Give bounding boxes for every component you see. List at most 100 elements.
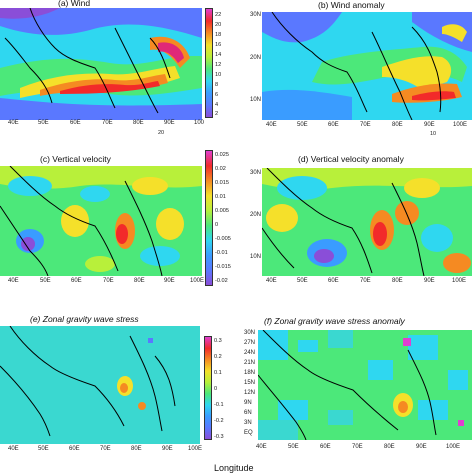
lon-label: 100E — [453, 122, 468, 128]
lon-label: 50E — [297, 278, 308, 284]
colorbar-label: -0.2 — [214, 418, 224, 424]
colorbar-label: -0.3 — [214, 434, 224, 440]
colorbar-label: 2 — [215, 111, 219, 117]
wind-anomaly-map — [262, 12, 472, 120]
lon-label: 60E — [71, 278, 82, 284]
lat-label: 30N — [250, 170, 262, 176]
lon-label: 80E — [134, 278, 145, 284]
lat-label: 9N — [244, 400, 252, 406]
panel-title: (e) Zonal gravity wave stress — [30, 314, 139, 324]
colorbar-label: 0.015 — [215, 180, 229, 186]
lat-label: 18N — [244, 370, 256, 376]
lon-label: 40E — [8, 120, 19, 126]
lon-label: 70E — [360, 278, 371, 284]
lat-label: 30N — [244, 330, 256, 336]
colorbar-label: 0 — [214, 386, 218, 392]
lat-label: 12N — [244, 390, 256, 396]
colorbar-label: -0.015 — [215, 264, 231, 270]
lat-label: 27N — [244, 340, 256, 346]
lon-label: 70E — [352, 444, 363, 450]
reference-vector-label: 10 — [430, 131, 437, 137]
lon-label: 80E — [133, 120, 144, 126]
lon-label: 90E — [424, 122, 435, 128]
lon-label: 80E — [131, 446, 142, 452]
colorbar-label: 0.005 — [215, 208, 229, 214]
lon-label: 60E — [69, 446, 80, 452]
lon-label: 50E — [297, 122, 308, 128]
colorbar-label: 6 — [215, 92, 219, 98]
lon-label: 90E — [416, 444, 427, 450]
lon-label: 50E — [40, 278, 51, 284]
lon-label: 70E — [100, 446, 111, 452]
lon-label: 100E — [188, 446, 203, 452]
lon-label: 40E — [266, 122, 277, 128]
lat-label: 10N — [250, 254, 262, 260]
colorbar-label: 12 — [215, 62, 222, 68]
panel-title: (c) Vertical velocity — [40, 154, 111, 164]
lon-label: 90E — [164, 120, 175, 126]
lon-label: 80E — [384, 444, 395, 450]
colorbar-label: 0 — [215, 222, 219, 228]
panel-title: (b) Wind anomaly — [318, 0, 385, 10]
lon-label: 80E — [392, 278, 403, 284]
colorbar-label: -0.005 — [215, 236, 231, 242]
lat-label: 10N — [250, 97, 262, 103]
colorbar-e — [204, 336, 212, 440]
colorbar-label: 4 — [215, 102, 219, 108]
lat-label: 6N — [244, 410, 252, 416]
lon-label: 60E — [328, 278, 339, 284]
colorbar-label: 0.1 — [214, 370, 222, 376]
lon-label: 40E — [256, 444, 267, 450]
lon-label: 90E — [424, 278, 435, 284]
lon-label: 100E — [452, 278, 467, 284]
lon-label: 60E — [320, 444, 331, 450]
lat-label: EQ — [244, 430, 253, 436]
colorbar-label: 14 — [215, 52, 222, 58]
lon-label: 60E — [70, 120, 81, 126]
lat-label: 3N — [244, 420, 252, 426]
colorbar-a — [205, 8, 213, 118]
lon-label: 70E — [102, 120, 113, 126]
wind-map — [0, 8, 202, 120]
lon-label: 40E — [266, 278, 277, 284]
colorbar-label: -0.1 — [214, 402, 224, 408]
colorbar-label: 0.025 — [215, 152, 229, 158]
lat-label: 30N — [250, 12, 262, 18]
lat-label: 15N — [244, 380, 256, 386]
lon-label: 50E — [288, 444, 299, 450]
panel-title: (f) Zonal gravity wave stress anomaly — [264, 316, 405, 326]
colorbar-label: 10 — [215, 72, 222, 78]
colorbar-label: -0.02 — [215, 278, 228, 284]
lat-label: 21N — [244, 360, 256, 366]
vertical-velocity-anomaly-map — [262, 168, 472, 276]
vertical-velocity-map — [0, 166, 202, 276]
lon-label: 100 — [194, 120, 205, 126]
colorbar-label: 20 — [215, 22, 222, 28]
panel-title: (a) Wind — [58, 0, 91, 8]
colorbar-label: 0.2 — [214, 354, 222, 360]
lon-label: 50E — [38, 446, 49, 452]
lon-label: 100E — [190, 278, 205, 284]
colorbar-label: -0.01 — [215, 250, 228, 256]
reference-vector-label: 20 — [158, 130, 165, 136]
lat-label: 24N — [244, 350, 256, 356]
zonal-gravity-wave-stress-map — [0, 326, 200, 444]
lon-label: 100E — [446, 444, 461, 450]
colorbar-label: 0.02 — [215, 166, 226, 172]
lon-label: 70E — [360, 122, 371, 128]
lon-label: 90E — [164, 278, 175, 284]
colorbar-label: 16 — [215, 42, 222, 48]
colorbar-label: 8 — [215, 82, 219, 88]
lon-label: 50E — [38, 120, 49, 126]
panel-title: (d) Vertical velocity anomaly — [298, 154, 404, 164]
colorbar-c — [205, 150, 213, 286]
lon-label: 70E — [103, 278, 114, 284]
colorbar-label: 0.3 — [214, 338, 222, 344]
lon-label: 40E — [8, 446, 19, 452]
zonal-gravity-wave-stress-anomaly-map — [258, 330, 472, 440]
lon-label: 80E — [392, 122, 403, 128]
colorbar-label: 18 — [215, 32, 222, 38]
colorbar-label: 0.01 — [215, 194, 226, 200]
lat-label: 20N — [250, 55, 262, 61]
lon-label: 40E — [8, 278, 19, 284]
